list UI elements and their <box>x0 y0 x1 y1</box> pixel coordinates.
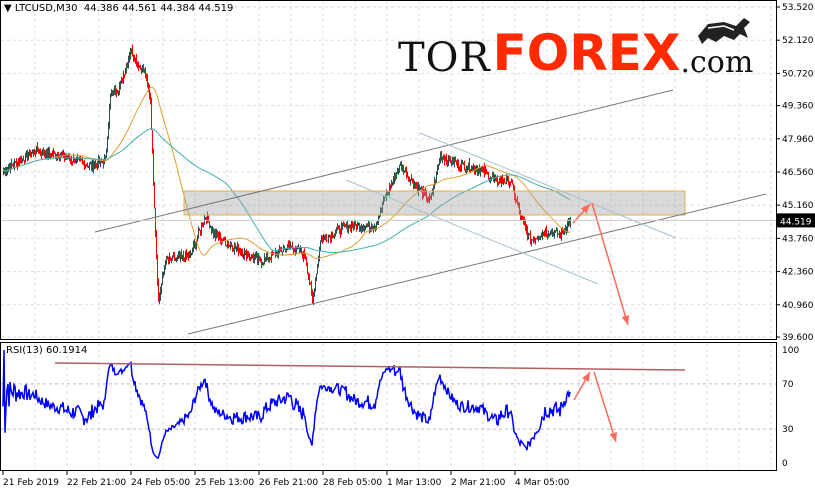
price-axis-label: 40.960 <box>782 301 814 311</box>
rsi-down-arrow-head <box>609 432 617 442</box>
time-axis-label: 22 Feb 21:00 <box>67 478 126 488</box>
forecast-down-arrow-head <box>621 315 630 325</box>
time-axis-label: 4 Mar 05:00 <box>515 478 570 488</box>
price-axis-label: 45.160 <box>782 201 814 211</box>
channel-lower-line <box>187 193 767 335</box>
descending-channel-upper <box>419 132 677 239</box>
price-axis-label: 52.120 <box>782 36 814 46</box>
ohlc-values: 44.386 44.561 44.384 44.519 <box>83 3 234 14</box>
bull-icon <box>698 18 750 44</box>
forecast-up-arrow-head <box>580 204 590 214</box>
descending-channel-lower <box>345 179 599 285</box>
moving-average-slow <box>2 128 571 254</box>
rsi-down-arrow <box>593 371 617 443</box>
price-axis-label: 53.520 <box>782 3 814 13</box>
rsi-up-arrow-head <box>582 372 590 382</box>
rsi-line <box>2 349 571 460</box>
rsi-label: RSI(13) 60.1914 <box>6 345 88 356</box>
time-axis-label: 24 Feb 05:00 <box>131 478 190 488</box>
price-axis-label: 50.720 <box>782 69 814 79</box>
channel-upper-line <box>94 89 674 233</box>
time-axis-label: 26 Feb 21:00 <box>259 478 318 488</box>
resistance-zone <box>183 190 686 216</box>
main-panel-frame <box>0 0 777 340</box>
triangle-down-icon[interactable]: ▼ <box>4 3 12 14</box>
forecast-down-arrow <box>591 202 629 326</box>
logo-com: .com <box>680 45 754 80</box>
price-axis-label: 47.960 <box>782 135 814 145</box>
time-axis-label: 21 Feb 2019 <box>3 478 59 488</box>
symbol-label: LTCUSD,M30 <box>14 3 78 14</box>
time-axis-label: 25 Feb 13:00 <box>195 478 254 488</box>
price-axis-label: 39.600 <box>782 333 814 343</box>
torforex-logo: TOR FOREX .com <box>398 18 754 82</box>
candles <box>3 44 571 306</box>
price-axis-label: 43.760 <box>782 234 814 244</box>
last-price-label: 44.519 <box>780 217 812 227</box>
last-price-box <box>777 213 815 228</box>
logo-tor: TOR <box>398 35 491 81</box>
time-axis-label: 2 Mar 21:00 <box>451 478 506 488</box>
logo-forex: FOREX <box>492 24 681 82</box>
time-axis-label: 1 Mar 13:00 <box>387 478 442 488</box>
rsi-axis-label: 30 <box>782 425 794 435</box>
price-axis-label: 49.360 <box>782 102 814 112</box>
rsi-panel-frame <box>0 342 777 471</box>
time-axis-label: 28 Feb 05:00 <box>323 478 382 488</box>
price-axis-label: 46.560 <box>782 168 814 178</box>
chart-title: ▼ LTCUSD,M30 44.386 44.561 44.384 44.519 <box>4 3 233 14</box>
rsi-axis-label: 70 <box>782 380 794 390</box>
moving-average-fast <box>2 86 571 260</box>
rsi-resistance-line <box>54 362 686 371</box>
rsi-axis-label: 0 <box>782 459 788 469</box>
price-axis-label: 42.360 <box>782 268 814 278</box>
rsi-axis-label: 100 <box>782 346 799 356</box>
